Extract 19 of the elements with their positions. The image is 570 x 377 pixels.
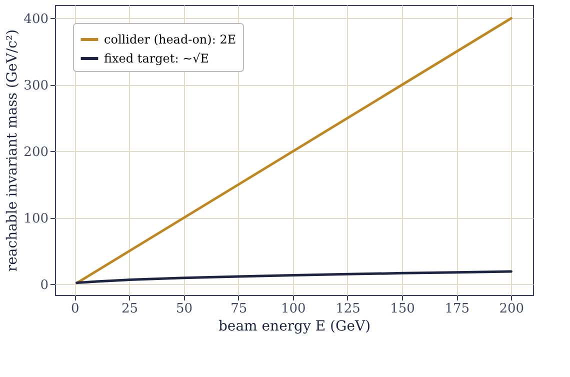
x-axis-title: beam energy E (GeV) <box>218 318 371 334</box>
x-tick-label: 100 <box>280 302 306 316</box>
y-tick-label: 400 <box>24 12 48 27</box>
y-tick-label: 100 <box>24 211 48 226</box>
y-tick-label: 0 <box>40 278 48 293</box>
legend-label: collider (head-on): 2E <box>104 32 236 46</box>
x-tick-label: 175 <box>444 302 470 316</box>
legend-label: fixed target: ∼√E <box>104 52 210 66</box>
x-tick-label: 50 <box>176 302 193 316</box>
x-tick-label: 125 <box>336 302 360 316</box>
y-axis-title: reachable invariant mass (GeV/c²) <box>4 29 21 272</box>
x-tick-label: 0 <box>71 302 80 316</box>
y-tick-label: 200 <box>24 144 48 160</box>
x-tick-label: 150 <box>390 302 415 316</box>
x-tick-label: 75 <box>230 302 248 316</box>
x-tick-label: 25 <box>121 302 138 316</box>
y-tick-label: 300 <box>24 78 48 94</box>
x-tick-label: 200 <box>499 302 524 316</box>
line-series <box>76 270 512 284</box>
